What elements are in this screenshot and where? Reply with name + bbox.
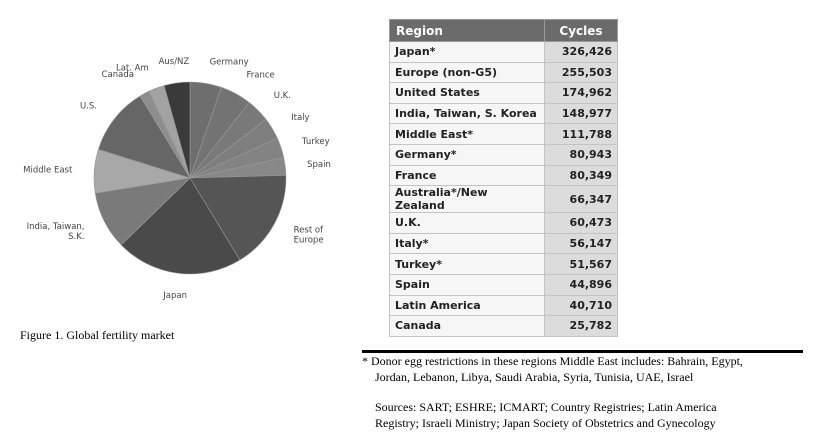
cycles-cell: 25,782	[544, 315, 618, 337]
cycles-cell: 56,147	[544, 232, 618, 255]
table-row: Middle East* 111,788	[389, 123, 618, 145]
cycles-cell: 51,567	[544, 253, 618, 275]
region-cell: United States	[389, 82, 545, 104]
pie-slice-label: India, Taiwan, S.K.	[27, 222, 85, 242]
region-cell: Europe (non-G5)	[389, 61, 545, 84]
pie-slice-label: Spain	[307, 160, 331, 170]
fertility-pie-chart: Germany France U.K. Italy Turkey Spain Rest of…	[23, 57, 331, 301]
pie-slice-label: Canada	[102, 70, 134, 80]
pie-slice	[120, 177, 241, 275]
footnote-line: * Donor egg restrictions in these region…	[362, 354, 743, 368]
table-row: Turkey* 51,567	[389, 253, 618, 275]
cycles-cell: 148,977	[544, 102, 618, 125]
table-row: India, Taiwan, S. Korea 148,977	[389, 102, 618, 125]
pie-slice-label: Italy	[291, 113, 309, 123]
pie-slice-label: Lat. Am	[116, 63, 149, 73]
region-cell: Turkey*	[389, 253, 545, 275]
cycles-cell: 255,503	[544, 61, 618, 84]
cycles-cell: 174,962	[544, 82, 618, 104]
region-cell: Middle East*	[389, 123, 545, 145]
footnote-rule	[362, 350, 803, 353]
pie-slice-label: Germany	[210, 58, 249, 68]
cycles-table: Region Cycles Japan* 326,426 Europe (non-G…	[389, 19, 618, 337]
column-header-region: Region	[389, 19, 545, 42]
table-row: Germany* 80,943	[389, 143, 618, 166]
cycles-cell: 40,710	[544, 294, 618, 317]
table-row: United States 174,962	[389, 82, 618, 104]
column-header-cycles: Cycles	[544, 19, 618, 42]
footnote-line: Jordan, Lebanon, Libya, Saudi Arabia, Sy…	[375, 369, 694, 384]
cycles-cell: 80,943	[544, 143, 618, 166]
table-row: Europe (non-G5) 255,503	[389, 61, 618, 84]
cycles-cell: 80,349	[544, 164, 618, 187]
region-cell: U.K.	[389, 212, 545, 234]
pie-slice	[97, 95, 191, 179]
table-row: Japan* 326,426	[389, 41, 618, 63]
pie-slice-label: Japan	[162, 291, 187, 301]
pie-slice-label: U.S.	[80, 101, 97, 111]
figure-caption: Figure 1. Global fertility market	[20, 328, 175, 342]
pie-slice-label: Middle East	[23, 165, 73, 175]
cycles-cell: 326,426	[544, 41, 618, 63]
table-row: Spain 44,896	[389, 273, 618, 296]
region-cell: Italy*	[389, 232, 545, 255]
pie-slice-label: Turkey	[301, 137, 330, 147]
sources-line: Registry; Israeli Ministry; Japan Societ…	[375, 415, 716, 430]
region-cell: Canada	[389, 315, 545, 337]
region-cell: India, Taiwan, S. Korea	[389, 102, 545, 125]
table-row: Canada 25,782	[389, 315, 618, 337]
table-row: France 80,349	[389, 164, 618, 187]
cycles-cell: 66,347	[544, 185, 618, 214]
cycles-cell: 60,473	[544, 212, 618, 234]
table-header-row: Region Cycles	[389, 19, 618, 42]
region-cell: Australia*/New Zealand	[389, 185, 545, 214]
region-cell: Spain	[389, 273, 545, 296]
region-cell: Germany*	[389, 143, 545, 166]
pie-slice	[189, 174, 287, 261]
footnote: * Donor egg restrictions in these region…	[362, 354, 802, 431]
region-cell: Latin America	[389, 294, 545, 317]
region-cell: France	[389, 164, 545, 187]
pie-slice-label: France	[246, 70, 274, 80]
pie-slice-label: Aus/NZ	[159, 57, 190, 67]
table-row: Latin America 40,710	[389, 294, 618, 317]
pie-slice-label: Rest of Europe	[294, 225, 324, 245]
pie-slice	[163, 81, 191, 179]
table-row: Australia*/New Zealand 66,347	[389, 185, 618, 214]
cycles-cell: 44,896	[544, 273, 618, 296]
table-row: U.K. 60,473	[389, 212, 618, 234]
table-row: Italy* 56,147	[389, 232, 618, 255]
region-cell: Japan*	[389, 41, 545, 63]
pie-slice-label: U.K.	[274, 91, 291, 101]
cycles-cell: 111,788	[544, 123, 618, 145]
sources-line: Sources: SART; ESHRE; ICMART; Country Re…	[375, 400, 717, 414]
